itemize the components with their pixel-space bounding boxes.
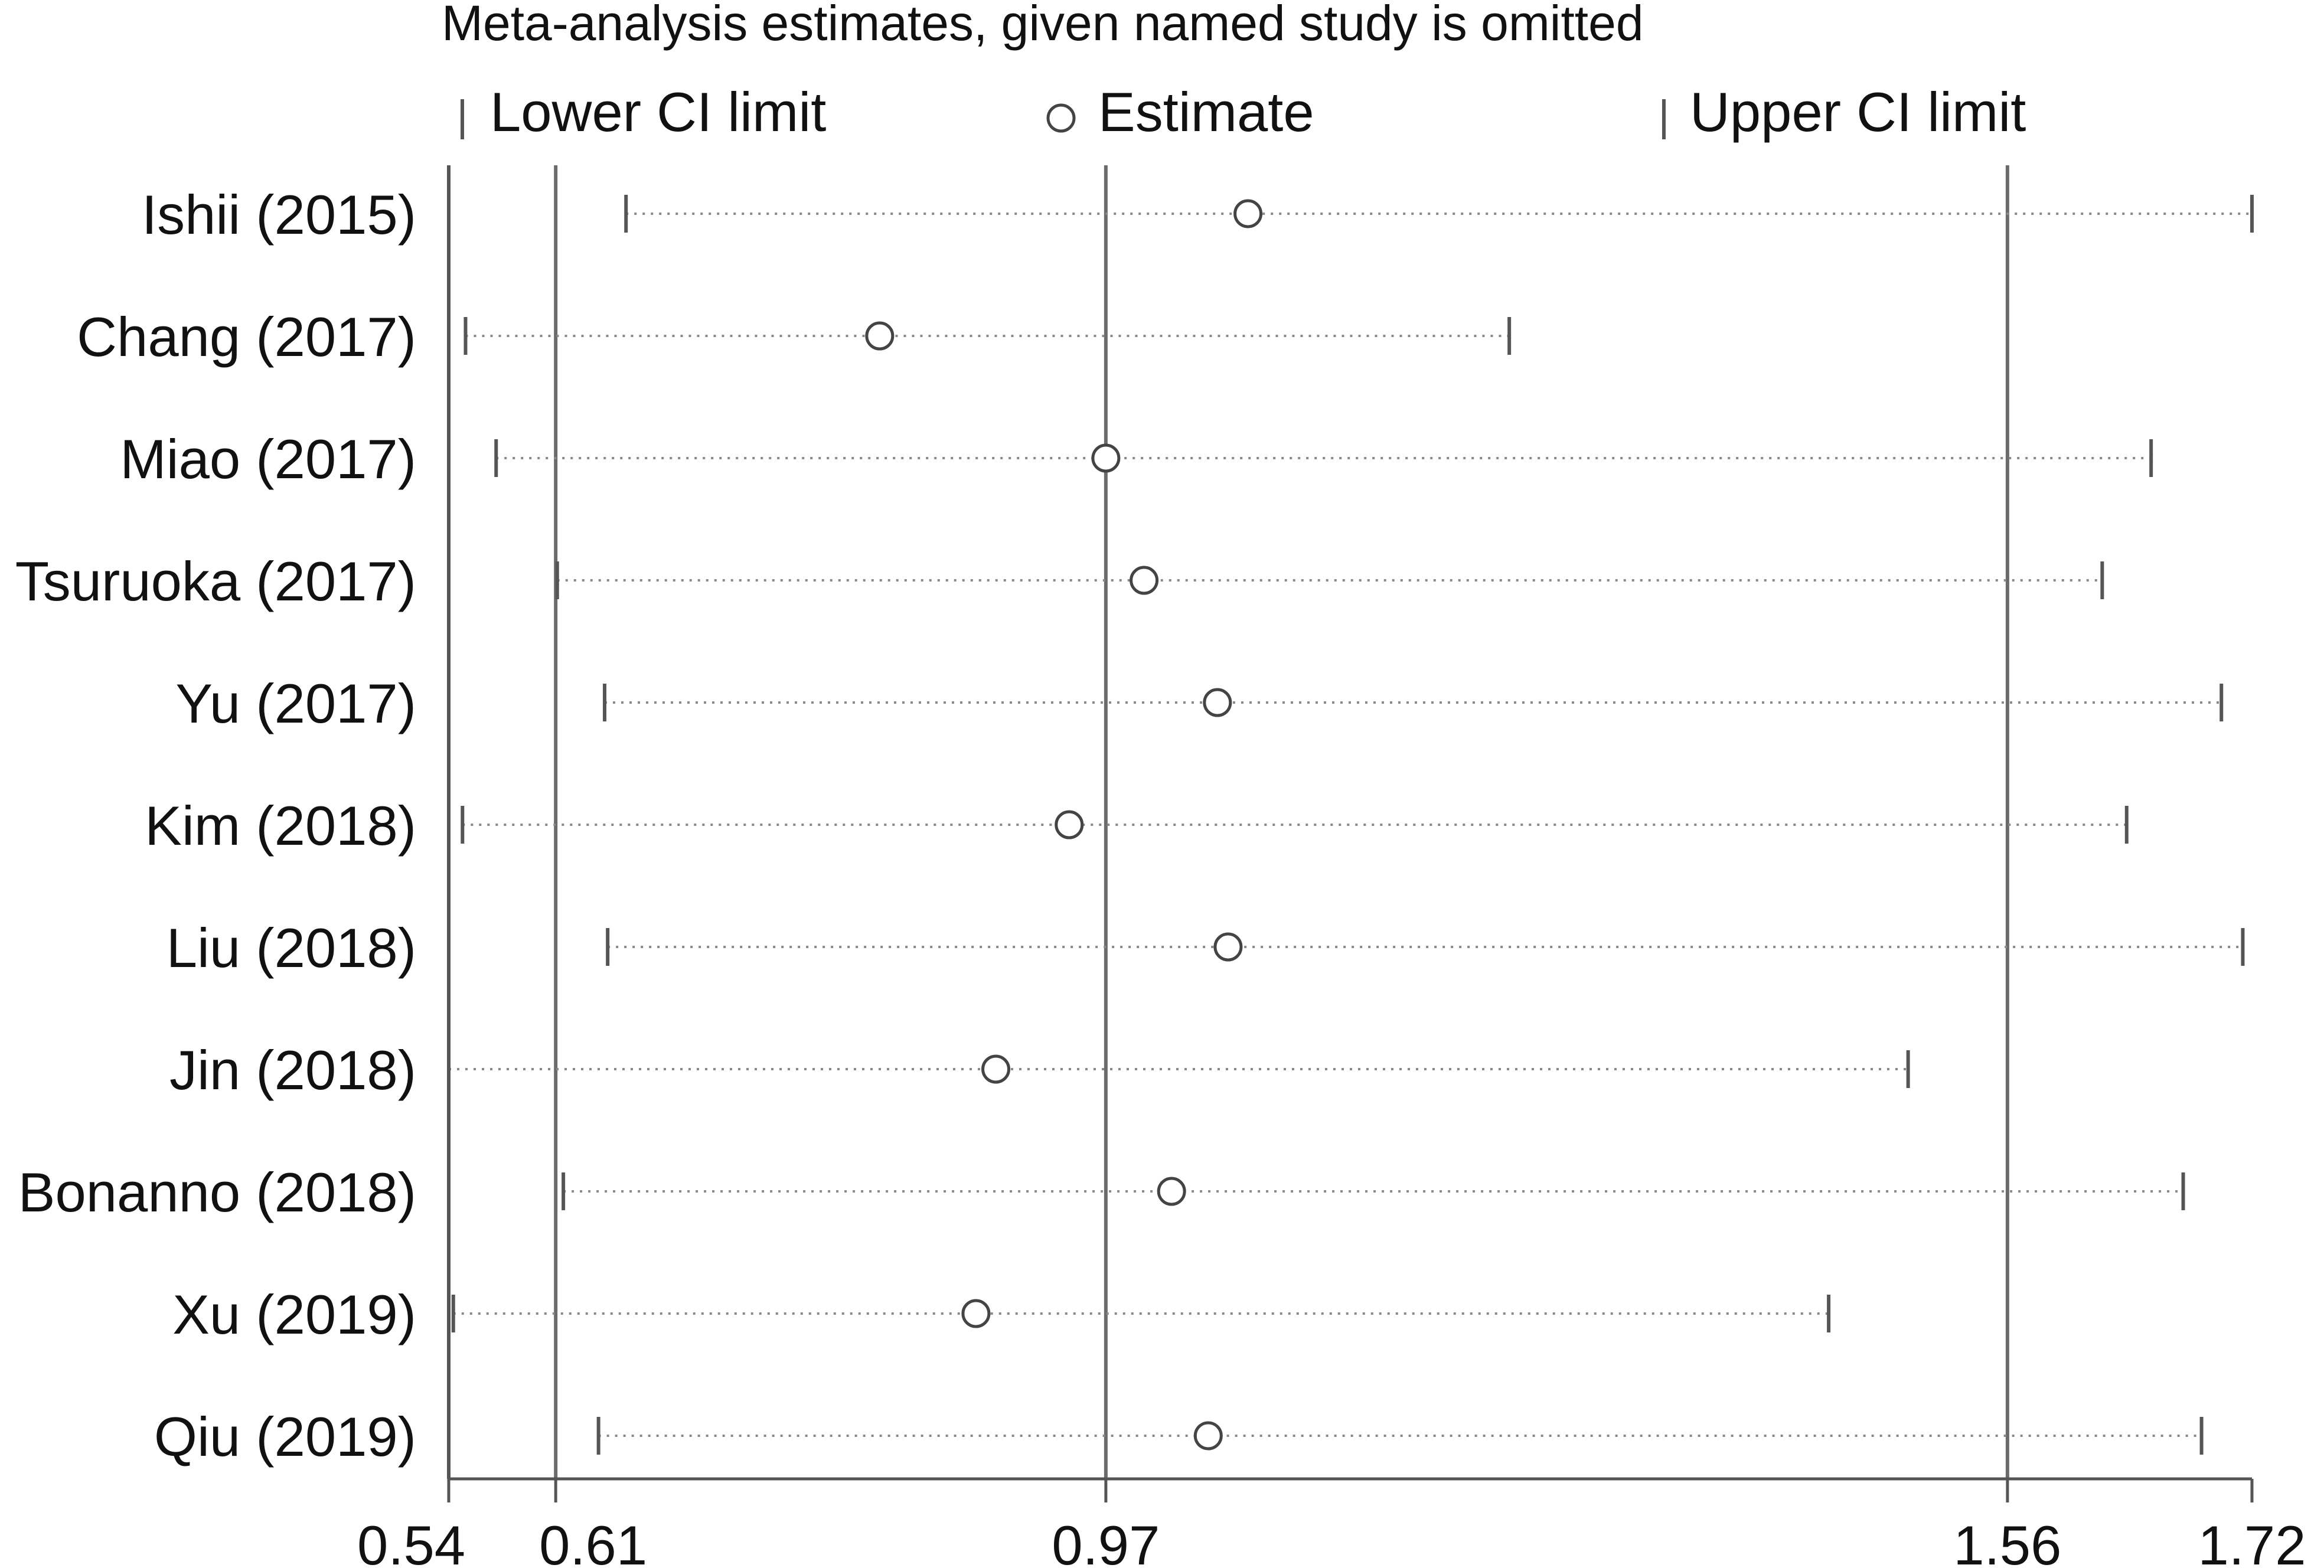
study-label: Miao (2017) bbox=[120, 428, 416, 490]
study-row bbox=[555, 561, 2104, 599]
study-label: Qiu (2019) bbox=[154, 1406, 416, 1468]
x-tick-label-2: 0.97 bbox=[1052, 1514, 1160, 1568]
study-row bbox=[464, 317, 1512, 355]
legend-lower-label: Lower CI limit bbox=[490, 81, 826, 143]
legend: Lower CI limit Estimate Upper CI limit bbox=[461, 81, 2026, 143]
estimate-marker bbox=[865, 321, 895, 351]
study-row bbox=[451, 1295, 1831, 1332]
estimate-marker bbox=[1091, 443, 1121, 473]
chart-title: Meta-analysis estimates, given named stu… bbox=[442, 0, 1644, 51]
legend-upper-label: Upper CI limit bbox=[1690, 81, 2026, 143]
study-label: Ishii (2015) bbox=[142, 184, 416, 246]
study-label: Liu (2018) bbox=[167, 917, 416, 979]
study-label: Chang (2017) bbox=[77, 306, 416, 368]
study-label: Tsuruoka (2017) bbox=[15, 550, 416, 612]
estimate-marker bbox=[981, 1054, 1011, 1084]
study-row bbox=[596, 1417, 2204, 1455]
study-label: Yu (2017) bbox=[175, 672, 416, 734]
study-row bbox=[624, 195, 2254, 233]
study-labels: Ishii (2015) Chang (2017) Miao (2017) Tsuru… bbox=[15, 184, 416, 1468]
x-axis: 0.54 0.61 0.97 1.56 1.72 bbox=[357, 165, 2306, 1568]
legend-estimate-label: Estimate bbox=[1098, 81, 1314, 143]
estimate-marker bbox=[1193, 1421, 1223, 1451]
study-label: Jin (2018) bbox=[169, 1039, 416, 1101]
estimate-marker bbox=[1157, 1177, 1186, 1206]
estimate-marker bbox=[1203, 688, 1232, 717]
estimate-marker bbox=[1233, 199, 1263, 228]
estimate-marker bbox=[1055, 810, 1084, 839]
x-tick-label-4: 1.72 bbox=[2198, 1514, 2306, 1568]
x-tick-label-0: 0.54 bbox=[357, 1514, 465, 1568]
x-tick-label-1: 0.61 bbox=[539, 1514, 647, 1568]
plot-area bbox=[447, 165, 2254, 1479]
study-label: Bonanno (2018) bbox=[18, 1161, 416, 1223]
study-label: Kim (2018) bbox=[145, 795, 416, 857]
study-label: Xu (2019) bbox=[172, 1283, 416, 1345]
estimate-marker bbox=[961, 1299, 991, 1328]
estimate-marker bbox=[1213, 932, 1243, 962]
study-row bbox=[494, 439, 2153, 477]
estimate-marker bbox=[1130, 566, 1159, 595]
x-tick-label-3: 1.56 bbox=[1953, 1514, 2061, 1568]
legend-estimate-icon bbox=[1046, 103, 1076, 133]
study-row bbox=[606, 928, 2245, 966]
study-row bbox=[461, 806, 2129, 844]
study-row bbox=[602, 684, 2224, 721]
study-row bbox=[562, 1172, 2185, 1210]
study-row bbox=[447, 1050, 1910, 1088]
